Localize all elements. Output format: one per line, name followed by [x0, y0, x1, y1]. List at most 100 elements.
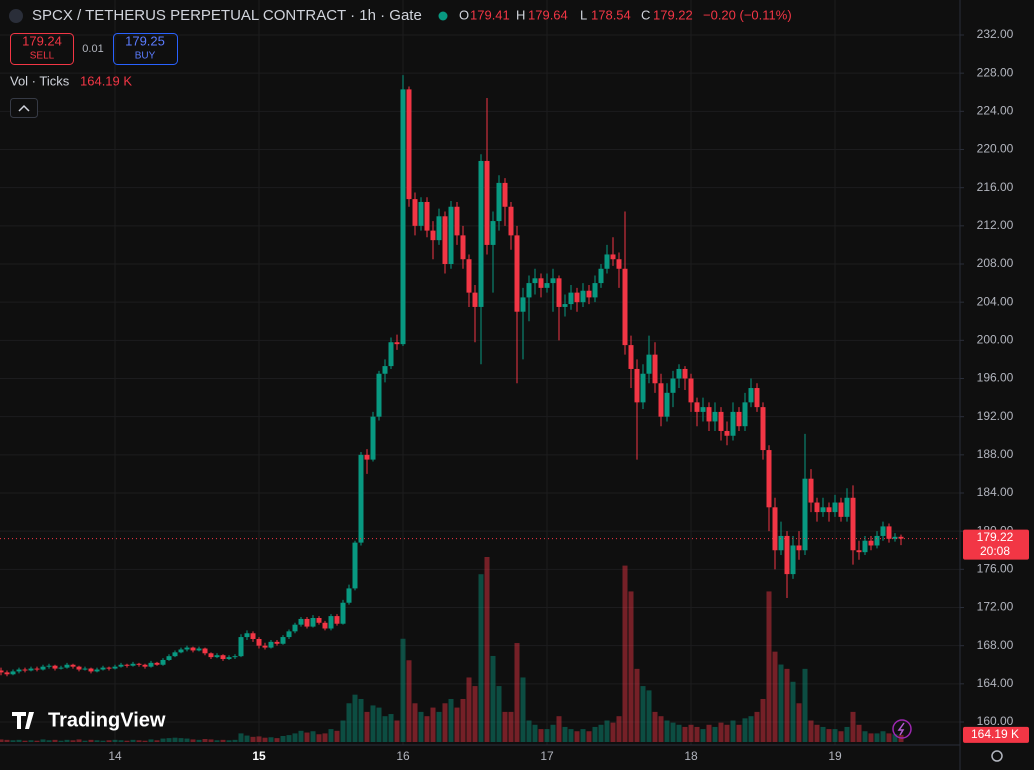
- alert-icon[interactable]: [892, 719, 912, 739]
- candle-body: [814, 502, 820, 513]
- collapse-icon[interactable]: [18, 104, 30, 112]
- candle-body: [604, 254, 610, 269]
- volume-bar: [334, 730, 340, 742]
- buy-label[interactable]: BUY: [135, 51, 156, 62]
- volume-bar: [208, 739, 214, 742]
- volume-bar: [760, 698, 766, 742]
- volume-bar: [754, 711, 760, 742]
- volume-bar: [358, 698, 364, 742]
- volume-bar: [10, 740, 16, 742]
- volume-bar: [850, 711, 856, 742]
- candle-body: [832, 502, 838, 513]
- sell-label[interactable]: SELL: [30, 51, 55, 62]
- candle-body: [10, 671, 16, 675]
- alert-bolt[interactable]: [897, 722, 905, 736]
- volume-bar: [508, 711, 514, 742]
- candle-body: [844, 497, 850, 517]
- y-tick-label: 200.00: [977, 333, 1014, 347]
- candle-body: [184, 647, 190, 650]
- ohlc-label: O: [459, 7, 469, 22]
- candle-body: [490, 221, 496, 245]
- candle-body: [76, 666, 82, 670]
- candle-body: [796, 545, 802, 551]
- candle-body: [58, 667, 64, 669]
- volume-bar: [490, 655, 496, 742]
- candle-body: [328, 616, 334, 629]
- candle-body: [430, 230, 436, 241]
- candle-body: [682, 368, 688, 379]
- volume-bar: [4, 739, 10, 742]
- candle-body: [460, 235, 466, 260]
- volume-bar: [634, 668, 640, 742]
- volume-bar: [652, 711, 658, 742]
- candle-body: [28, 668, 34, 671]
- volume-bar: [670, 722, 676, 742]
- volume-bar: [868, 733, 874, 742]
- volume-bar: [682, 726, 688, 742]
- volume-bar: [244, 735, 250, 742]
- candle-body: [310, 617, 316, 627]
- symbol-title[interactable]: SPCX / TETHERUS PERPETUAL CONTRACT · 1h …: [32, 7, 422, 24]
- volume-bar: [250, 736, 256, 742]
- logo-icon[interactable]: [12, 712, 34, 729]
- candle-body: [820, 507, 826, 513]
- candle-body: [412, 199, 418, 226]
- volume-bar: [586, 731, 592, 742]
- volume-bar: [88, 739, 94, 742]
- candle-body: [4, 672, 10, 675]
- candle-body: [568, 292, 574, 305]
- volume-bar: [874, 733, 880, 742]
- candle-body: [130, 663, 136, 666]
- candle-body: [454, 206, 460, 236]
- volume-bar: [802, 668, 808, 742]
- sell-price[interactable]: 179.24: [22, 33, 62, 48]
- candle-body: [322, 622, 328, 629]
- volume-bar: [220, 739, 226, 742]
- volume-bar: [664, 720, 670, 742]
- candle-body: [142, 664, 148, 667]
- volume-bar: [316, 734, 322, 742]
- buy-button[interactable]: [113, 33, 178, 65]
- symbol-icon[interactable]: [9, 9, 23, 23]
- volume-bar: [544, 729, 550, 742]
- volume-bar: [622, 565, 628, 742]
- y-tick-label: 228.00: [977, 65, 1014, 79]
- volume-bar: [556, 716, 562, 742]
- candle-body: [394, 342, 400, 345]
- volume-bar: [784, 668, 790, 742]
- candle-body: [376, 373, 382, 417]
- volume-bar: [658, 716, 664, 742]
- candle-body: [808, 478, 814, 503]
- candle-body: [610, 254, 616, 260]
- candle-body: [532, 278, 538, 284]
- logo-text[interactable]: TradingView: [48, 709, 166, 731]
- volume-bar: [406, 660, 412, 742]
- volume-bar: [382, 716, 388, 742]
- sell-button[interactable]: [10, 33, 74, 65]
- volume-bar: [604, 720, 610, 742]
- candle-body: [538, 278, 544, 288]
- candle-body: [160, 659, 166, 665]
- candle-body: [868, 540, 874, 546]
- candle-body: [514, 235, 520, 312]
- volume-bar: [736, 724, 742, 742]
- candle-body: [190, 647, 196, 651]
- volume-bar: [178, 738, 184, 742]
- y-tick-label: 224.00: [977, 104, 1014, 118]
- candles: [0, 75, 904, 677]
- settings-icon[interactable]: [991, 750, 1003, 762]
- candle-body: [196, 648, 202, 651]
- volume-bar: [778, 664, 784, 742]
- candle-body: [850, 497, 856, 551]
- candle-body: [148, 662, 154, 667]
- volume-bar: [64, 739, 70, 742]
- collapse-button[interactable]: [10, 98, 38, 118]
- candle-body: [754, 388, 760, 408]
- volume-bar: [442, 703, 448, 742]
- buy-price[interactable]: 179.25: [125, 33, 165, 48]
- spread: 0.01: [82, 43, 103, 55]
- volume-bar: [448, 698, 454, 742]
- volume-bar: [688, 724, 694, 742]
- candle-body: [40, 666, 46, 670]
- x-tick-label: 17: [540, 749, 554, 763]
